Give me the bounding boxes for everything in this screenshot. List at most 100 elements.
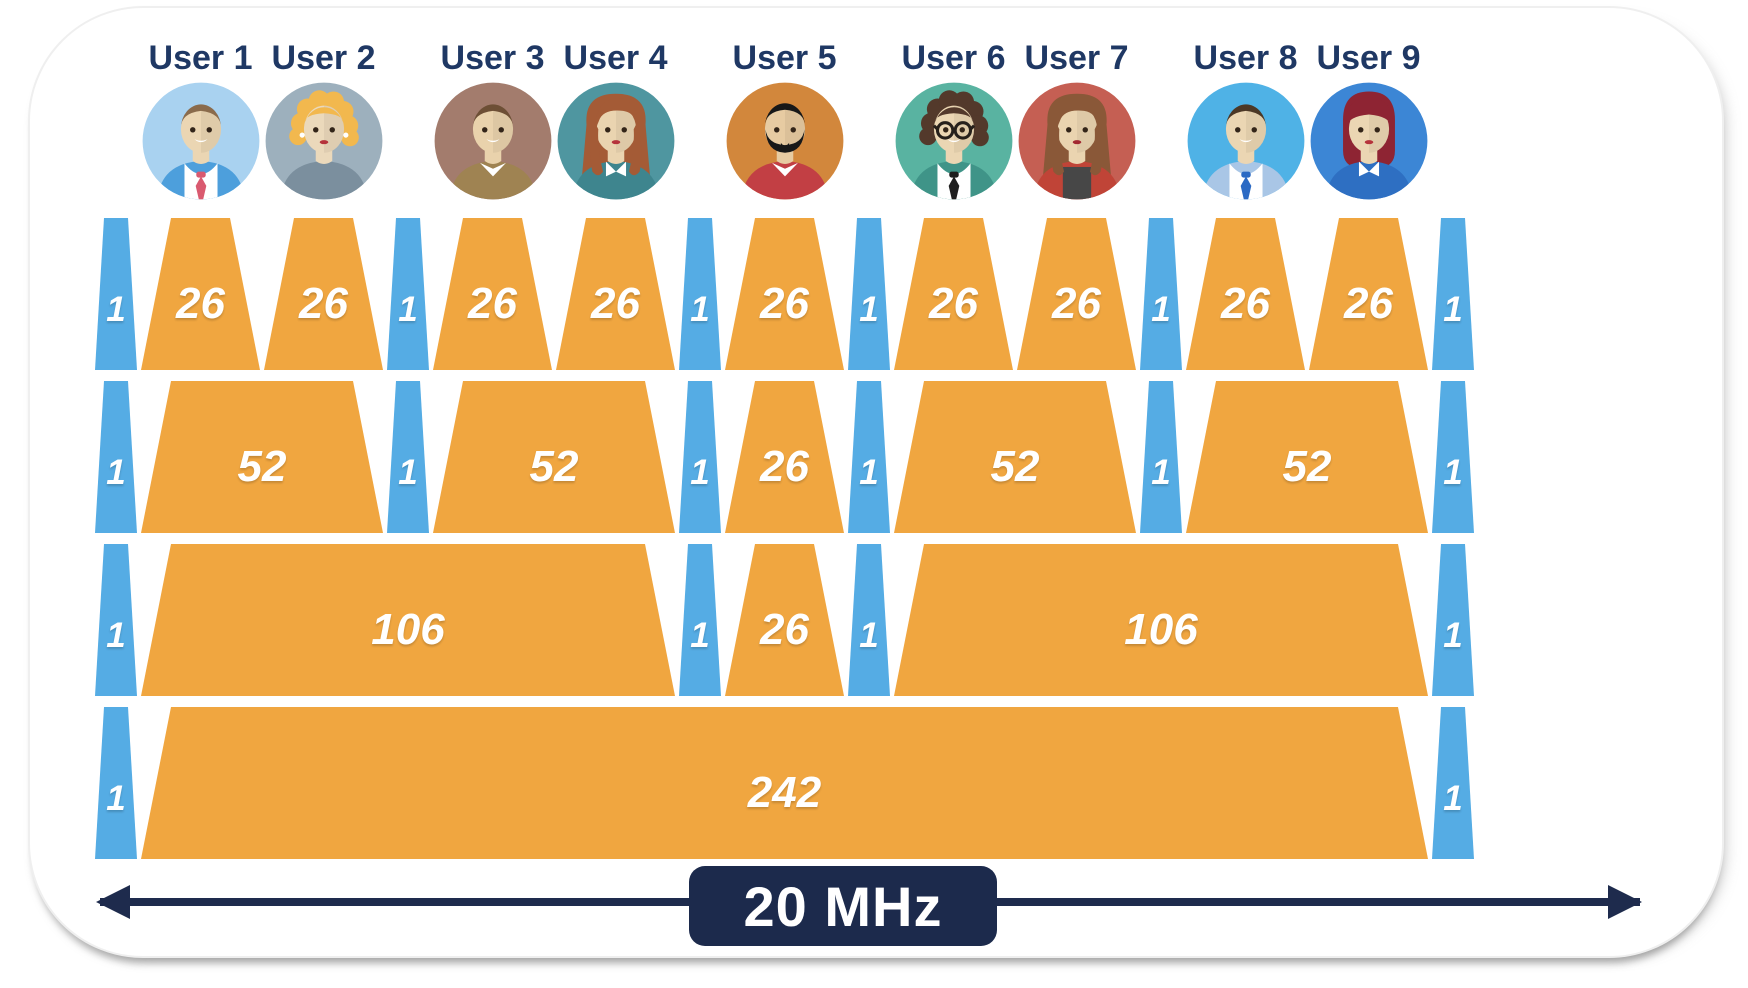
avatar <box>434 82 551 200</box>
user-label: User 4 <box>563 39 668 77</box>
avatar <box>142 82 259 200</box>
null-tone-count: 1 <box>1151 290 1171 329</box>
ru-26-cell: 26 <box>1017 218 1136 370</box>
user-column-8: User 8 <box>1166 38 1326 200</box>
null-tone-count: 1 <box>859 453 879 492</box>
user-label: User 7 <box>1024 39 1129 77</box>
null-subcarrier-cell: 1 <box>95 218 137 370</box>
null-subcarrier-cell: 1 <box>95 381 137 533</box>
null-subcarrier-cell: 1 <box>1432 381 1474 533</box>
null-tone-count: 1 <box>859 616 879 655</box>
ru-tone-count: 26 <box>176 279 225 328</box>
user-column-5: User 5 <box>705 38 865 200</box>
null-subcarrier-cell: 1 <box>679 218 721 370</box>
null-tone-count: 1 <box>1151 453 1171 492</box>
ru-tone-count: 52 <box>990 442 1040 491</box>
null-tone-count: 1 <box>398 453 418 492</box>
user-column-2: User 2 <box>244 38 404 200</box>
avatar <box>265 82 382 200</box>
ru-26-cell: 26 <box>725 218 844 370</box>
ru-tone-count: 106 <box>371 605 445 654</box>
ru-row-4: 1 242 1 <box>95 707 1475 859</box>
user-label: User 5 <box>732 39 837 77</box>
ru-26-cell: 26 <box>141 218 260 370</box>
user-column-9: User 9 <box>1289 38 1449 200</box>
arrowhead-right-icon <box>1608 885 1642 919</box>
ru-tone-count: 242 <box>747 768 822 817</box>
ru-tone-count: 106 <box>1124 605 1198 654</box>
ru-26-cell: 26 <box>556 218 675 370</box>
user-label: User 6 <box>901 39 1006 77</box>
null-subcarrier-cell: 1 <box>1432 544 1474 696</box>
null-subcarrier-cell: 1 <box>848 218 890 370</box>
ru-row-3: 1 106 1 26 1 106 1 <box>95 544 1475 696</box>
null-subcarrier-cell: 1 <box>848 381 890 533</box>
user-column-3: User 3 <box>413 38 573 200</box>
null-tone-count: 1 <box>1443 453 1463 492</box>
avatar <box>1187 82 1304 200</box>
ru-106-cell: 106 <box>894 544 1428 696</box>
null-tone-count: 1 <box>1443 779 1463 818</box>
null-tone-count: 1 <box>690 616 710 655</box>
user-column-1: User 1 <box>121 38 281 200</box>
ru-52-cell: 52 <box>141 381 383 533</box>
avatar <box>895 82 1012 200</box>
ru-tone-count: 26 <box>760 279 809 328</box>
arrowhead-left-icon <box>96 885 130 919</box>
ru-26-cell: 26 <box>1186 218 1305 370</box>
ru-tone-count: 26 <box>468 279 517 328</box>
ru-26-cell: 26 <box>264 218 383 370</box>
ru-242-cell: 242 <box>141 707 1428 859</box>
ru-106-cell: 106 <box>141 544 675 696</box>
ru-tone-count: 52 <box>529 442 579 491</box>
ru-52-cell: 52 <box>1186 381 1428 533</box>
ru-tone-count: 26 <box>929 279 978 328</box>
ru-26-cell: 26 <box>433 218 552 370</box>
null-subcarrier-cell: 1 <box>387 218 429 370</box>
null-tone-count: 1 <box>859 290 879 329</box>
user-label: User 8 <box>1193 39 1298 77</box>
user-label: User 2 <box>271 39 376 77</box>
ru-row-2: 1 52 1 52 1 26 1 52 1 52 1 <box>95 381 1475 533</box>
user-label: User 9 <box>1316 39 1421 77</box>
null-subcarrier-cell: 1 <box>1432 218 1474 370</box>
null-tone-count: 1 <box>690 290 710 329</box>
null-subcarrier-cell: 1 <box>95 544 137 696</box>
null-tone-count: 1 <box>106 779 126 818</box>
user-label: User 3 <box>440 39 545 77</box>
null-subcarrier-cell: 1 <box>679 381 721 533</box>
null-subcarrier-cell: 1 <box>1140 381 1182 533</box>
avatar <box>557 82 674 200</box>
null-tone-count: 1 <box>106 616 126 655</box>
null-tone-count: 1 <box>106 453 126 492</box>
ru-26-cell: 26 <box>725 544 844 696</box>
ru-tone-count: 52 <box>237 442 287 491</box>
null-subcarrier-cell: 1 <box>1140 218 1182 370</box>
ru-tone-count: 26 <box>1344 279 1393 328</box>
ru-tone-count: 26 <box>760 442 809 491</box>
ru-tone-count: 26 <box>591 279 640 328</box>
ru-tone-count: 52 <box>1282 442 1332 491</box>
user-column-4: User 4 <box>536 38 696 200</box>
null-subcarrier-cell: 1 <box>679 544 721 696</box>
null-tone-count: 1 <box>690 453 710 492</box>
null-tone-count: 1 <box>398 290 418 329</box>
ru-tone-count: 26 <box>1221 279 1270 328</box>
avatar <box>1018 82 1135 200</box>
null-tone-count: 1 <box>1443 616 1463 655</box>
user-column-6: User 6 <box>874 38 1034 200</box>
ru-26-cell: 26 <box>725 381 844 533</box>
bandwidth-label: 20 MHz <box>689 866 997 946</box>
user-label: User 1 <box>148 39 253 77</box>
null-subcarrier-cell: 1 <box>848 544 890 696</box>
ru-52-cell: 52 <box>894 381 1136 533</box>
null-subcarrier-cell: 1 <box>1432 707 1474 859</box>
null-tone-count: 1 <box>1443 290 1463 329</box>
ru-tone-count: 26 <box>299 279 348 328</box>
avatar <box>1310 82 1427 200</box>
null-tone-count: 1 <box>106 290 126 329</box>
ru-row-1: 1 26 26 1 26 26 1 26 1 26 26 1 26 26 1 <box>95 218 1475 370</box>
ru-tone-count: 26 <box>760 605 809 654</box>
ru-tone-count: 26 <box>1052 279 1101 328</box>
